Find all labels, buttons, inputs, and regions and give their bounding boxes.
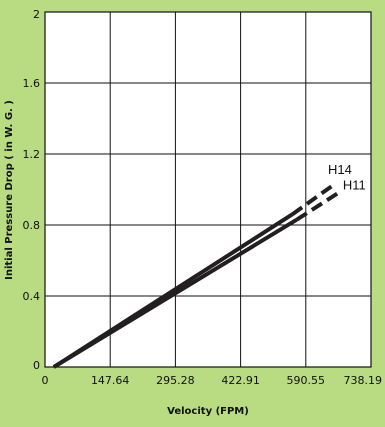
y-tick-label: 1.6 bbox=[23, 77, 41, 90]
x-tick-label: 295.28 bbox=[156, 374, 195, 387]
series-label-h11: H11 bbox=[343, 177, 366, 192]
x-tick-label: 422.91 bbox=[221, 374, 260, 387]
x-tick-label: 147.64 bbox=[91, 374, 130, 387]
plot-border bbox=[44, 11, 372, 368]
series-h14-dashed-line bbox=[291, 184, 334, 216]
series-label-h14: H14 bbox=[328, 162, 352, 177]
x-tick-label: 0 bbox=[42, 374, 49, 387]
x-tick-label: 738.19 bbox=[344, 374, 383, 387]
plot-area bbox=[45, 12, 371, 367]
y-tick-label: 0.4 bbox=[23, 290, 41, 303]
y-axis-label: Initial Pressure Drop ( in W. G. ) bbox=[4, 100, 15, 280]
x-tick-label: 590.55 bbox=[287, 374, 326, 387]
series-h11-dashed-line bbox=[295, 189, 342, 222]
y-tick-labels: 0 0.4 0.8 1.2 1.6 2 bbox=[23, 8, 41, 372]
x-axis-label: Velocity (FPM) bbox=[167, 406, 249, 417]
y-tick-label: 2 bbox=[33, 8, 40, 21]
y-tick-label: 1.2 bbox=[23, 148, 41, 161]
grid bbox=[44, 11, 372, 368]
y-tick-label: 0 bbox=[33, 359, 40, 372]
y-tick-label: 0.8 bbox=[23, 219, 41, 232]
series-group bbox=[52, 184, 342, 369]
series-h11-solid-line bbox=[52, 217, 298, 369]
x-tick-labels: 0 147.64 295.28 422.91 590.55 738.19 bbox=[42, 374, 383, 387]
